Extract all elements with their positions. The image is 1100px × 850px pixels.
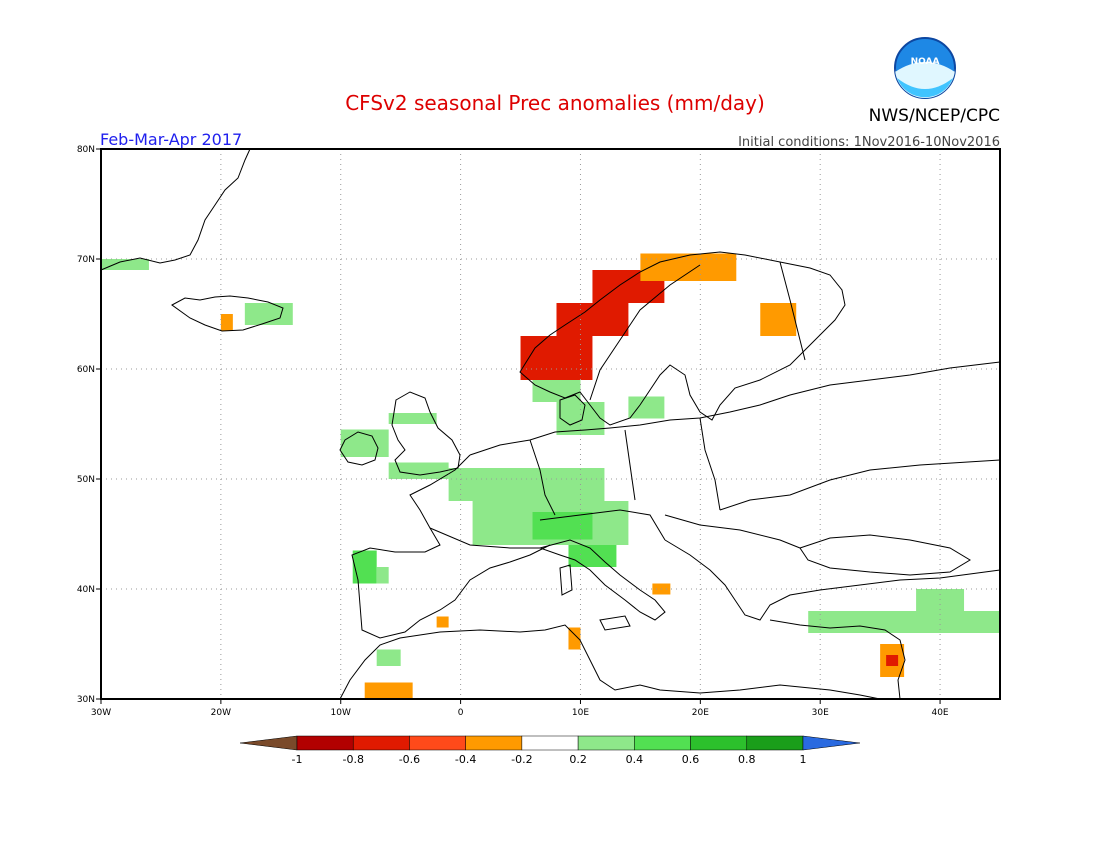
anomaly-cell [568, 545, 617, 567]
continent-west-coast [351, 454, 551, 639]
anomaly-cell [760, 303, 797, 336]
anomaly-cell [520, 336, 593, 380]
greenland-coast [100, 148, 251, 271]
agency-label: NWS/NCEP/CPC [869, 106, 1000, 126]
colorbar-label: 1 [800, 753, 807, 766]
anomaly-cell [808, 611, 1000, 633]
colorbar-label: -0.4 [455, 753, 476, 766]
anomaly-cell [388, 413, 437, 424]
y-tick-label: 50N [77, 475, 95, 485]
colorbar-swatch [296, 735, 354, 751]
y-tick-label: 40N [77, 585, 95, 595]
x-tick-label: 10W [331, 708, 351, 718]
italy-coast [538, 539, 666, 621]
map-plot: 30W 20W 10W 0 10E 20E 30E 40E 30N 40N 50N 60N 70N 80N [77, 145, 1001, 718]
border-france-germany [529, 439, 556, 516]
x-tick-label: 10E [572, 708, 589, 718]
black-sea-coast [799, 534, 971, 576]
britain-coast [391, 391, 461, 476]
axis-ticks-layer: 30W 20W 10W 0 10E 20E 30E 40E 30N 40N 50N 60N 70N 80N [77, 145, 949, 718]
denmark-coast [559, 394, 586, 426]
border-balkans [664, 514, 801, 549]
colorbar-label: -0.2 [511, 753, 532, 766]
x-tick-label: 20E [692, 708, 709, 718]
border-germany-poland [624, 429, 636, 501]
border-finland-russia [779, 261, 806, 361]
colorbar-swatch [521, 735, 579, 751]
anomaly-cell [436, 616, 449, 628]
colorbar-arrow-low [239, 735, 298, 751]
anomaly-cell [244, 303, 293, 325]
turkey-south-coast [769, 619, 906, 700]
iceland-coast [171, 295, 284, 332]
map-title: CFSv2 seasonal Prec anomalies (mm/day) [345, 91, 765, 115]
y-tick-label: 30N [77, 695, 95, 705]
colorbar-label: -1 [292, 753, 303, 766]
coastline-layer [100, 148, 1001, 700]
anomaly-cell [388, 462, 449, 479]
border-sweden-norway [589, 264, 701, 401]
border-eastern-europe [719, 459, 1001, 511]
anomaly-cell [556, 303, 629, 336]
colorbar-swatch [634, 735, 691, 751]
anomaly-cell [568, 627, 581, 650]
anomaly-cells-layer [101, 253, 1000, 699]
colorbar-label: -0.8 [342, 753, 363, 766]
colorbar-swatch [746, 735, 804, 751]
anomaly-cell [101, 259, 149, 270]
anomaly-cell [376, 567, 389, 584]
anomaly-cell [376, 649, 401, 666]
anomaly-cell [364, 682, 413, 699]
balkans-coast [664, 539, 1001, 621]
logo-text: NOAA [911, 57, 940, 67]
y-tick-label: 60N [77, 365, 95, 375]
colorbar: -1 -0.8 -0.6 -0.4 -0.2 0.2 0.4 0.6 0.8 1 [239, 735, 861, 766]
border-spain-france [429, 527, 540, 549]
anomaly-cell [352, 550, 377, 584]
anomaly-cell [448, 468, 605, 501]
colorbar-swatch [352, 735, 410, 751]
anomaly-cell [628, 396, 665, 419]
border-alps [539, 509, 666, 541]
colorbar-label: 0.2 [569, 753, 587, 766]
anomaly-cell [220, 314, 233, 331]
colorbar-swatch [465, 735, 523, 751]
border-poland-east [699, 417, 721, 511]
anomaly-cell [532, 512, 593, 540]
sicily-coast [599, 615, 631, 631]
colorbar-swatch [577, 735, 635, 751]
x-tick-label: 30W [91, 708, 111, 718]
anomaly-cell [640, 253, 737, 281]
colorbar-label: 0.4 [626, 753, 644, 766]
x-tick-label: 20W [211, 708, 231, 718]
season-label: Feb-Mar-Apr 2017 [100, 130, 242, 149]
colorbar-arrow-high [802, 735, 861, 751]
y-tick-label: 80N [77, 145, 95, 155]
colorbar-label: -0.6 [399, 753, 420, 766]
x-tick-label: 0 [458, 708, 464, 718]
sardinia-coast [559, 564, 573, 596]
x-tick-label: 40E [931, 708, 948, 718]
scandinavia-coast [519, 251, 846, 426]
north-africa-coast [339, 624, 881, 700]
initial-conditions-label: Initial conditions: 1Nov2016-10Nov2016 [738, 135, 1000, 150]
graticule-layer [101, 149, 1000, 699]
colorbar-swatch [409, 735, 466, 751]
x-tick-label: 30E [812, 708, 829, 718]
noaa-logo: NOAA [894, 37, 956, 99]
ireland-coast [339, 431, 379, 466]
colorbar-swatch [690, 735, 748, 751]
y-tick-label: 70N [77, 255, 95, 265]
colorbar-label: 0.6 [682, 753, 700, 766]
colorbar-label: 0.8 [738, 753, 756, 766]
anomaly-cell [886, 655, 899, 666]
